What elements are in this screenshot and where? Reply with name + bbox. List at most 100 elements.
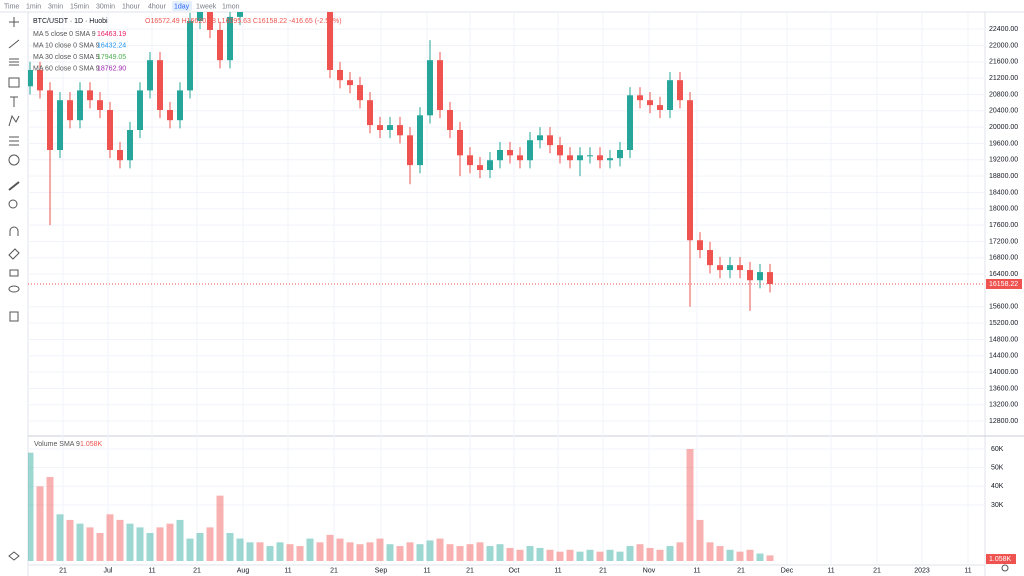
candle-body xyxy=(327,12,333,70)
candle-body xyxy=(407,135,413,166)
settings-button[interactable] xyxy=(1001,564,1009,572)
lock-tool[interactable] xyxy=(9,269,19,277)
interval-button[interactable]: 4hour xyxy=(148,3,167,10)
indicator-value: 16432.24 xyxy=(97,42,126,49)
volume-bar xyxy=(36,486,44,561)
y-tick-label: 17600.00 xyxy=(989,222,1018,229)
candle-body xyxy=(37,69,43,91)
volume-bar xyxy=(566,549,574,561)
volume-bar xyxy=(376,538,384,561)
candle-body xyxy=(237,12,243,17)
y-tick-label: 19200.00 xyxy=(989,157,1018,164)
volume-bar xyxy=(516,549,524,561)
interval-button[interactable]: 30min xyxy=(96,3,115,10)
volume-bar xyxy=(206,527,214,561)
volume-bar xyxy=(706,542,714,561)
volume-bar xyxy=(726,549,734,561)
x-tick-label: 11 xyxy=(284,567,291,574)
indicator-value: 18762.90 xyxy=(97,65,126,72)
y-tick-label: 21200.00 xyxy=(989,75,1018,82)
x-tick-label: 11 xyxy=(148,567,155,574)
icon-tool[interactable] xyxy=(8,154,20,166)
candle-body xyxy=(87,90,93,101)
candle-body xyxy=(747,270,753,281)
volume-bar xyxy=(166,523,174,561)
y-tick-label: 13600.00 xyxy=(989,385,1018,392)
interval-button[interactable]: 1week xyxy=(196,3,217,10)
draw-mode-tool[interactable] xyxy=(8,248,20,260)
volume-title: Volume SMA 9 xyxy=(34,441,80,448)
crosshair-tool[interactable] xyxy=(9,17,19,27)
x-tick-label: 11 xyxy=(964,567,971,574)
interval-button[interactable]: 1day xyxy=(174,3,190,10)
volume-bar xyxy=(346,542,354,561)
y-tick-label: 20400.00 xyxy=(989,108,1018,115)
delete-tool[interactable] xyxy=(9,311,19,322)
volume-bar xyxy=(496,544,504,561)
volume-tick-label: 30K xyxy=(991,502,1004,509)
y-tick-label: 22000.00 xyxy=(989,42,1018,49)
candle-body xyxy=(527,140,533,161)
y-tick-label: 15200.00 xyxy=(989,320,1018,327)
volume-bar xyxy=(766,555,774,561)
layers-tool[interactable] xyxy=(8,551,20,561)
volume-bar xyxy=(636,544,644,561)
volume-bar xyxy=(276,542,284,561)
volume-value: 1.058K xyxy=(80,441,103,448)
x-tick-label: 11 xyxy=(827,567,834,574)
volume-bar xyxy=(586,549,594,561)
indicator-name: MA 10 close 0 SMA 9 xyxy=(33,42,100,49)
volume-bar xyxy=(646,547,654,561)
candle-body xyxy=(597,155,603,161)
zoom-tool[interactable] xyxy=(8,199,18,209)
x-tick-label: 21 xyxy=(59,567,67,574)
volume-bar xyxy=(246,542,254,561)
volume-pane xyxy=(28,448,774,561)
volume-bar xyxy=(136,527,144,561)
y-tick-label: 21600.00 xyxy=(989,59,1018,66)
candle-body xyxy=(227,16,233,61)
volume-bar xyxy=(396,546,404,561)
interval-button[interactable]: 1mon xyxy=(222,3,240,10)
prediction-tool[interactable] xyxy=(9,136,19,146)
x-tick-label: 2023 xyxy=(914,567,930,574)
symbol-label: BTC/USDT · 1D · Huobi xyxy=(33,18,108,25)
fib-tool[interactable] xyxy=(9,58,19,66)
candle-body xyxy=(547,135,553,146)
magnet-tool[interactable] xyxy=(9,226,19,236)
volume-bar xyxy=(336,538,344,561)
text-tool[interactable] xyxy=(10,96,18,107)
measure-tool[interactable] xyxy=(8,181,20,191)
candle-body xyxy=(757,272,763,281)
volume-bar xyxy=(626,546,634,561)
candle-body xyxy=(107,109,113,151)
volume-bar xyxy=(676,542,684,561)
pattern-tool[interactable] xyxy=(8,114,20,127)
y-tick-label: 14000.00 xyxy=(989,369,1018,376)
interval-button[interactable]: 15min xyxy=(70,3,89,10)
interval-button[interactable]: Time xyxy=(4,3,19,10)
x-tick-label: Dec xyxy=(781,567,794,574)
volume-bar xyxy=(356,544,364,561)
candle-body xyxy=(77,90,83,121)
volume-bar xyxy=(666,546,674,561)
hide-tool[interactable] xyxy=(8,285,20,293)
volume-bar xyxy=(606,549,614,561)
candle-body xyxy=(137,90,143,130)
volume-bar xyxy=(746,549,754,561)
interval-button[interactable]: 1min xyxy=(26,3,41,10)
x-tick-label: Nov xyxy=(643,567,656,574)
volume-bar xyxy=(296,546,304,561)
volume-bar xyxy=(316,542,324,561)
candle-body xyxy=(167,109,173,121)
candle-body xyxy=(657,105,663,110)
grid xyxy=(28,12,985,565)
interval-button[interactable]: 1hour xyxy=(122,3,141,10)
interval-button[interactable]: 3min xyxy=(48,3,63,10)
volume-bar xyxy=(526,546,534,561)
candle-body xyxy=(57,100,63,151)
trendline-tool[interactable] xyxy=(8,39,20,49)
shape-tool[interactable] xyxy=(8,77,20,88)
